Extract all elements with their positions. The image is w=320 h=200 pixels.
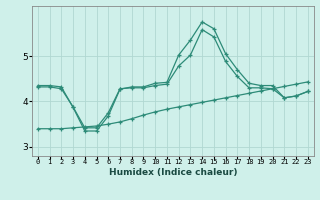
X-axis label: Humidex (Indice chaleur): Humidex (Indice chaleur)	[108, 168, 237, 177]
